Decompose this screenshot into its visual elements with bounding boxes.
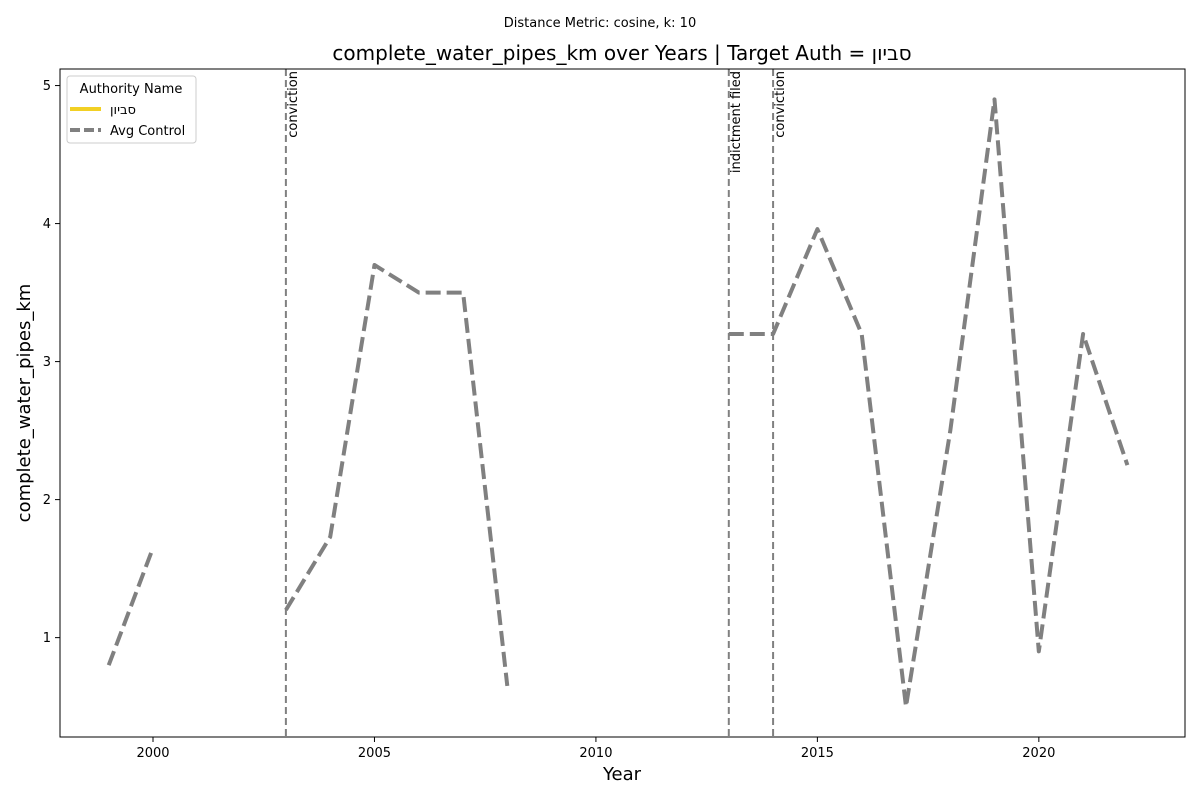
legend-entry-label: Avg Control xyxy=(110,124,185,139)
plot-frame xyxy=(59,68,1186,738)
y-axis-label: complete_water_pipes_km xyxy=(14,284,35,523)
event-label: conviction xyxy=(773,71,788,138)
event-label: indictment filed xyxy=(729,71,744,173)
legend-box xyxy=(66,75,197,144)
legend-entry-label: סביון xyxy=(110,103,136,118)
legend: Authority Name סביון Avg Control xyxy=(66,75,197,144)
x-tick-label: 2015 xyxy=(801,746,834,761)
x-axis-label: Year xyxy=(602,764,642,785)
y-tick-label: 1 xyxy=(43,631,51,646)
series-line-segment xyxy=(284,263,510,687)
event-label: conviction xyxy=(286,71,301,138)
x-tick-label: 2000 xyxy=(136,746,169,761)
series-line-segment xyxy=(728,97,1130,709)
x-tick-label: 2005 xyxy=(358,746,391,761)
x-tick-label: 2010 xyxy=(579,746,612,761)
y-tick-label: 2 xyxy=(43,493,51,508)
y-tick-label: 3 xyxy=(43,355,51,370)
y-tick-label: 4 xyxy=(43,217,51,232)
legend-title: Authority Name xyxy=(80,82,183,97)
chart-suptitle: Distance Metric: cosine, k: 10 xyxy=(504,16,696,31)
plot-area: 2000 2005 2010 2015 2020 1 2 3 4 5 conviction indic… xyxy=(43,69,1130,761)
x-tick-label: 2020 xyxy=(1022,746,1055,761)
y-tick-label: 5 xyxy=(43,79,51,94)
series-line-segment xyxy=(106,547,155,666)
chart-title: complete_water_pipes_km over Years | Tar… xyxy=(332,41,911,65)
